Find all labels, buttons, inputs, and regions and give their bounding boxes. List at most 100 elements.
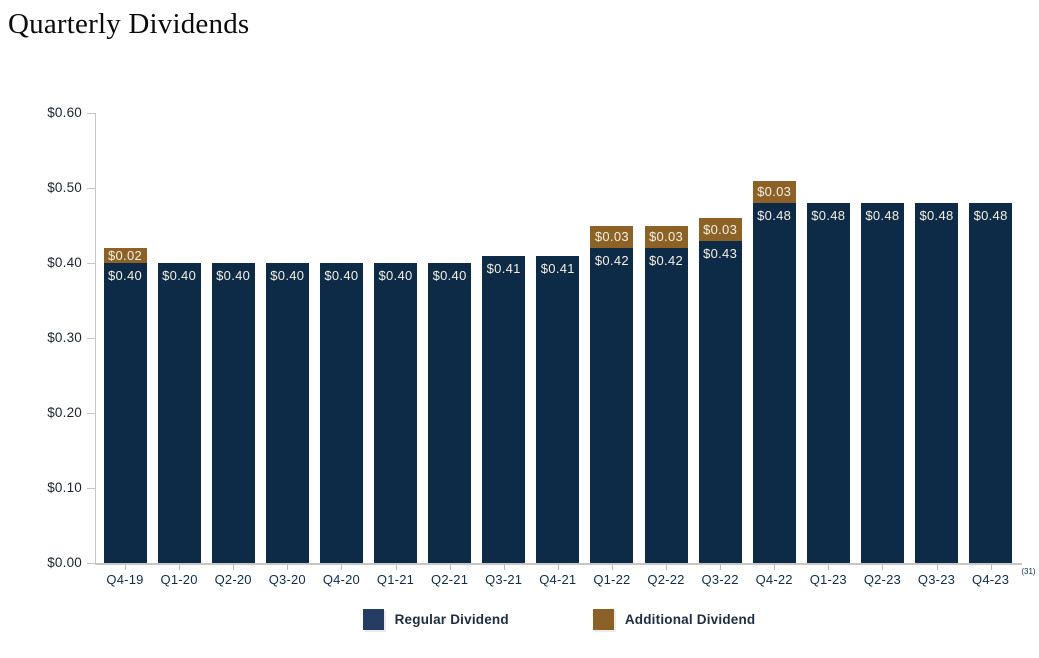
x-tick-label: Q3-21 xyxy=(485,572,523,587)
bar-segment-regular: $0.48 xyxy=(915,203,958,563)
bar-segment-regular: $0.48 xyxy=(806,203,850,563)
bar-segment-regular: $0.41 xyxy=(482,255,526,563)
y-tick-mark xyxy=(87,562,95,564)
x-tick-label: Q2-22 xyxy=(647,572,685,587)
bar-q4-19: $0.02 $0.40 xyxy=(103,248,147,563)
bar-q1-23: $0.48 xyxy=(806,203,850,563)
bar-segment-regular: $0.40 xyxy=(103,263,147,563)
footnote-marker: (31) xyxy=(1021,567,1036,576)
bar-value-label-regular: $0.48 xyxy=(919,208,954,223)
regular-dividend-swatch xyxy=(362,609,384,630)
x-tick-label: Q2-20 xyxy=(214,572,252,587)
bar-q1-21: $0.40 xyxy=(374,263,417,563)
x-tick-label: Q1-20 xyxy=(160,572,198,587)
x-tick-label: Q4-20 xyxy=(322,572,360,587)
bar-value-label-regular: $0.40 xyxy=(378,268,413,283)
bar-segment-regular: $0.48 xyxy=(752,203,796,563)
y-tick-label: $0.60 xyxy=(47,105,82,120)
bar-value-label-regular: $0.41 xyxy=(540,260,575,276)
x-tick-mark xyxy=(287,565,289,570)
x-tick-label: Q2-23 xyxy=(863,572,901,587)
bar-value-label-regular: $0.48 xyxy=(973,208,1008,223)
bar-value-label-additional: $0.03 xyxy=(757,184,792,200)
bar-value-label-additional: $0.03 xyxy=(703,221,738,237)
x-tick-mark xyxy=(720,565,722,570)
y-tick-mark xyxy=(87,337,95,339)
bar-value-label-regular: $0.40 xyxy=(216,268,251,283)
bar-value-label-regular: $0.40 xyxy=(162,268,197,283)
bar-segment-additional: $0.02 xyxy=(103,248,147,263)
bar-value-label-additional: $0.03 xyxy=(648,229,684,245)
chart-legend: Regular Dividend Additional Dividend xyxy=(96,609,1022,630)
bar-q3-22: $0.03 $0.43 xyxy=(698,218,742,563)
bar-q4-23: $0.48 xyxy=(969,203,1013,563)
bar-value-label-regular: $0.40 xyxy=(107,268,143,283)
bar-value-label-regular: $0.42 xyxy=(648,253,684,268)
bar-segment-regular: $0.43 xyxy=(698,240,742,563)
x-tick-label: Q3-22 xyxy=(701,572,739,587)
y-tick-mark xyxy=(87,187,95,189)
bar-q2-22: $0.03 $0.42 xyxy=(644,225,688,563)
bar-value-label-regular: $0.41 xyxy=(486,260,521,276)
x-tick-label: Q1-23 xyxy=(809,572,847,587)
additional-dividend-swatch xyxy=(592,609,614,630)
legend-item-regular-dividend: Regular Dividend xyxy=(362,609,509,630)
legend-item-additional-dividend: Additional Dividend xyxy=(592,609,756,630)
x-tick-label: Q4-22 xyxy=(755,572,793,587)
x-axis-line xyxy=(95,563,1022,565)
x-tick-label: Q2-21 xyxy=(431,572,469,587)
legend-label: Regular Dividend xyxy=(394,612,509,627)
y-axis-line xyxy=(95,113,96,563)
bar-segment-regular: $0.40 xyxy=(157,263,201,563)
x-tick-label: Q3-20 xyxy=(268,572,306,587)
page-title: Quarterly Dividends xyxy=(8,8,250,40)
y-tick-label: $0.00 xyxy=(47,555,82,570)
bar-q1-22: $0.03 $0.42 xyxy=(590,225,634,563)
bar-value-label-regular: $0.40 xyxy=(270,268,305,283)
x-tick-label: Q4-19 xyxy=(106,572,144,587)
bar-value-label-regular: $0.48 xyxy=(811,208,846,223)
bar-value-label-additional: $0.02 xyxy=(107,248,143,263)
y-tick-label: $0.40 xyxy=(47,255,82,270)
y-tick-mark xyxy=(87,262,95,264)
x-tick-mark xyxy=(503,565,505,570)
bar-q1-20: $0.40 xyxy=(157,263,201,563)
x-tick-mark xyxy=(666,565,667,570)
legend-label: Additional Dividend xyxy=(624,612,756,627)
bar-segment-additional: $0.03 xyxy=(698,218,742,241)
x-tick-label: Q1-21 xyxy=(376,572,415,587)
bar-value-label-additional: $0.03 xyxy=(594,229,629,245)
x-tick-mark xyxy=(125,565,126,570)
x-tick-mark xyxy=(557,565,559,570)
bar-segment-regular: $0.40 xyxy=(428,263,472,563)
y-tick-mark xyxy=(87,112,95,114)
x-tick-mark xyxy=(774,565,776,570)
bar-value-label-regular: $0.48 xyxy=(757,208,792,223)
bar-q2-21: $0.40 xyxy=(428,263,472,563)
bar-segment-regular: $0.42 xyxy=(590,248,634,563)
x-tick-mark xyxy=(395,565,397,570)
bar-value-label-regular: $0.48 xyxy=(865,208,900,223)
bar-q4-22: $0.03 $0.48 xyxy=(752,180,796,563)
y-tick-label: $0.30 xyxy=(47,330,82,345)
x-tick-mark xyxy=(233,565,235,570)
bar-value-label-regular: $0.43 xyxy=(703,245,738,261)
x-tick-label: Q3-23 xyxy=(917,572,956,587)
x-tick-mark xyxy=(611,565,613,570)
x-tick-mark xyxy=(882,565,884,570)
bar-q3-20: $0.40 xyxy=(265,263,309,563)
y-tick-label: $0.50 xyxy=(47,180,82,195)
bar-q3-21: $0.41 xyxy=(482,255,526,563)
bar-q4-21: $0.41 xyxy=(536,255,580,563)
x-tick-mark xyxy=(936,565,938,570)
bar-segment-regular: $0.48 xyxy=(969,203,1013,563)
y-tick-mark xyxy=(87,412,95,414)
x-tick-label: Q1-22 xyxy=(593,572,631,587)
bar-q3-23: $0.48 xyxy=(915,203,958,563)
x-tick-label: Q4-23 (31) xyxy=(972,567,1036,587)
bar-segment-regular: $0.40 xyxy=(265,263,309,563)
bar-value-label-regular: $0.40 xyxy=(432,268,467,283)
bar-value-label-regular: $0.40 xyxy=(324,268,359,283)
bar-segment-additional: $0.03 xyxy=(590,225,634,248)
